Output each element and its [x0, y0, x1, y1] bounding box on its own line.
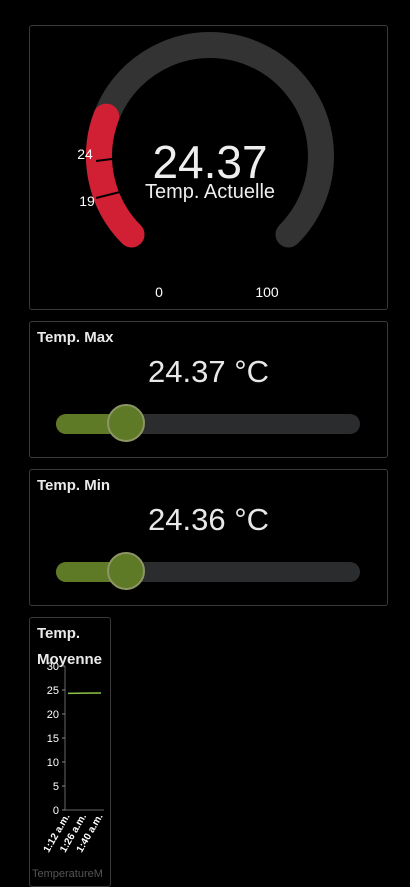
gauge-svg: 24 19 24.37 Temp. Actuelle 0 100 — [30, 26, 389, 311]
temp-min-card: Temp. Min 24.36 °C — [29, 469, 388, 606]
y-tick-label: 25 — [47, 685, 59, 697]
gauge-min-label: 0 — [155, 284, 163, 300]
current-temperature-gauge-card: 24 19 24.37 Temp. Actuelle 0 100 — [29, 25, 388, 310]
gauge-fill — [99, 117, 132, 235]
gauge-marker-low-label: 19 — [79, 193, 95, 209]
temp-min-title: Temp. Min — [37, 476, 110, 496]
chart-legend: TemperatureM — [32, 868, 103, 880]
temp-max-value: 24.37 °C — [30, 354, 387, 390]
slider-thumb[interactable] — [107, 404, 145, 442]
y-tick-label: 0 — [53, 805, 59, 817]
slider-thumb[interactable] — [107, 552, 145, 590]
y-tick-label: 15 — [47, 733, 59, 745]
gauge-max-label: 100 — [255, 284, 279, 300]
y-tick-label: 30 — [47, 661, 59, 673]
y-tick-label: 20 — [47, 709, 59, 721]
temp-min-slider[interactable] — [56, 562, 360, 582]
gauge-marker-high-label: 24 — [77, 146, 93, 162]
gauge-label: Temp. Actuelle — [145, 181, 275, 203]
temp-min-value: 24.36 °C — [30, 502, 387, 538]
temp-max-title: Temp. Max — [37, 328, 113, 348]
y-tick-label: 5 — [53, 781, 59, 793]
temp-max-card: Temp. Max 24.37 °C — [29, 321, 388, 458]
temp-max-slider[interactable] — [56, 414, 360, 434]
y-tick-label: 10 — [47, 757, 59, 769]
